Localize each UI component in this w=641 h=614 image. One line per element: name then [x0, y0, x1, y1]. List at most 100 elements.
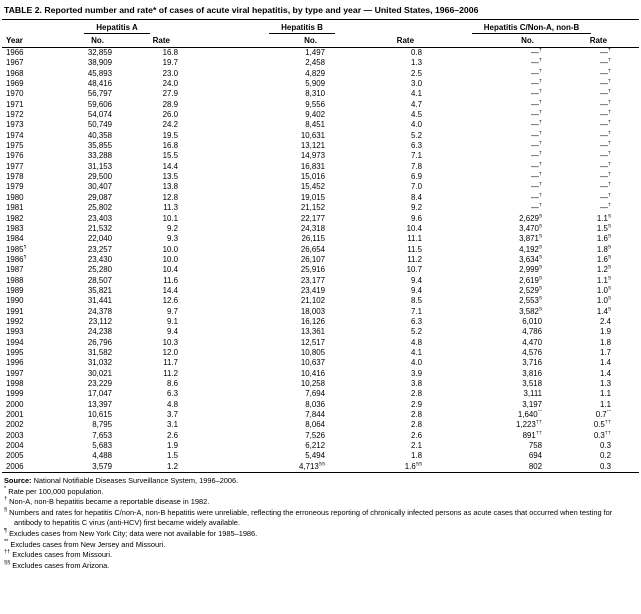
value-cell: 8,451 [305, 120, 325, 130]
value-cell: 1.4§ [596, 306, 612, 316]
value-cell: —† [531, 79, 543, 89]
value-cell: 2,619§ [519, 275, 543, 285]
value-cell: 9.7 [167, 306, 178, 316]
year-cell: 1980 [6, 192, 24, 202]
value-cell: 3,579 [92, 461, 112, 471]
value-cell: 26.0 [162, 110, 178, 120]
value-cell: 1.8 [600, 337, 612, 347]
value-cell: 8,064 [305, 420, 325, 430]
value-cell: 758 [528, 441, 543, 451]
value-cell: 4,713§§ [299, 461, 325, 471]
value-cell: 7.1 [411, 306, 423, 316]
value-cell: —† [531, 120, 543, 130]
group-hepatitis-b-label: Hepatitis B [269, 23, 335, 34]
value-cell: 28.9 [162, 99, 178, 109]
value-cell: 19,015 [300, 192, 325, 202]
value-cell: 15.5 [162, 151, 178, 161]
value-cell: —† [531, 182, 543, 192]
value-cell: 3,470§ [519, 223, 543, 233]
value-cell: 24,238 [87, 327, 112, 337]
year-cell: 2005 [6, 451, 24, 461]
value-cell: 10.7 [406, 265, 423, 275]
table-row: 1995 31,582 12.0 10,805 4.1 4,576 1.7 [2, 348, 639, 358]
value-cell: 45,893 [87, 68, 112, 78]
value-cell: 12.8 [162, 192, 178, 202]
table-row: 1993 24,238 9.4 13,361 5.2 4,786 1.9 [2, 327, 639, 337]
value-cell: 694 [528, 451, 543, 461]
value-cell: 9,402 [305, 110, 325, 120]
value-cell: 23,403 [87, 213, 112, 223]
value-cell: 13.8 [162, 182, 178, 192]
value-cell: 1.4 [600, 368, 612, 378]
value-cell: 7.0 [411, 182, 423, 192]
value-cell: —† [600, 151, 612, 161]
year-cell: 1986¶ [6, 254, 27, 264]
value-cell: —† [600, 47, 612, 58]
year-cell: 1996 [6, 358, 24, 368]
value-cell: 13,121 [300, 141, 325, 151]
year-cell: 1971 [6, 99, 24, 109]
table-row: 1986¶ 23,430 10.0 26,107 11.2 3,634§ 1.6§ [2, 255, 639, 265]
value-cell: 21,532 [87, 223, 112, 233]
group-hepatitis-b: Hepatitis B [180, 20, 424, 36]
value-cell: 6,010 [522, 316, 543, 326]
table-row: 2001 10,615 3.7 7,844 2.8 1,640** 0.7** [2, 410, 639, 420]
value-cell: 0.8 [411, 48, 423, 57]
value-cell: —† [600, 68, 612, 78]
table-row: 1989 35,821 14.4 23,419 9.4 2,529§ 1.0§ [2, 286, 639, 296]
value-cell: 24.2 [162, 120, 178, 130]
year-cell: 1967 [6, 58, 24, 68]
source-text: National Notifiable Diseases Surveillanc… [33, 476, 239, 486]
value-cell: 5.2 [411, 130, 423, 140]
value-cell: 10.0 [162, 254, 178, 264]
value-cell: 26,654 [300, 244, 325, 254]
value-cell: 25,916 [300, 265, 325, 275]
value-cell: 11.2 [407, 254, 423, 264]
year-cell: 1975 [6, 141, 24, 151]
table-row: 1970 56,797 27.9 8,310 4.1 —† —† [2, 89, 639, 99]
table-row: 1968 45,893 23.0 4,829 2.5 —† —† [2, 69, 639, 79]
value-cell: 1.1§ [596, 213, 612, 223]
group-hepatitis-a: Hepatitis A [54, 20, 180, 36]
table-row: 1999 17,047 6.3 7,694 2.8 3,111 1.1 [2, 389, 639, 399]
value-cell: 10,615 [87, 410, 112, 420]
value-cell: 38,909 [87, 58, 112, 68]
value-cell: 2.8 [411, 389, 423, 399]
value-cell: 14,973 [300, 151, 325, 161]
value-cell: 11.7 [163, 358, 178, 368]
year-cell: 1985¶ [6, 244, 27, 254]
value-cell: 5,494 [305, 451, 325, 461]
value-cell: 26,115 [301, 234, 325, 244]
year-cell: 1982 [6, 213, 24, 223]
value-cell: 1.5§ [596, 223, 612, 233]
table-row: 1976 33,288 15.5 14,973 7.1 —† —† [2, 151, 639, 161]
value-cell: 7.8 [411, 161, 423, 171]
table-row: 1979 30,407 13.8 15,452 7.0 —† —† [2, 182, 639, 192]
value-cell: 2,529§ [519, 285, 543, 295]
value-cell: 24,378 [87, 306, 112, 316]
value-cell: —† [600, 141, 612, 151]
group-hepatitis-a-label: Hepatitis A [84, 23, 150, 34]
value-cell: 3,582§ [519, 306, 543, 316]
value-cell: 9.2 [411, 203, 423, 213]
year-cell: 2000 [6, 399, 24, 409]
value-cell: 7,694 [305, 389, 325, 399]
value-cell: 11.5 [407, 244, 423, 254]
year-cell: 1989 [6, 285, 24, 295]
value-cell: 2,553§ [519, 296, 543, 306]
table-row: 2003 7,653 2.6 7,526 2.6 891†† 0.3†† [2, 431, 639, 441]
value-cell: 35,855 [87, 141, 112, 151]
value-cell: 4.5 [411, 110, 423, 120]
table-row: 1977 31,153 14.4 16,831 7.8 —† —† [2, 162, 639, 172]
value-cell: 10,637 [300, 358, 325, 368]
source-label: Source: [4, 476, 32, 486]
value-cell: 2.8 [411, 420, 423, 430]
value-cell: 9.1 [167, 316, 178, 326]
value-cell: 1.6§§ [404, 461, 423, 471]
value-cell: 12,517 [300, 337, 325, 347]
value-cell: 3.8 [411, 379, 423, 388]
value-cell: 1.5 [167, 451, 178, 461]
value-cell: 16.8 [162, 48, 178, 57]
footnote: ¶ Excludes cases from New York City; dat… [4, 528, 258, 539]
